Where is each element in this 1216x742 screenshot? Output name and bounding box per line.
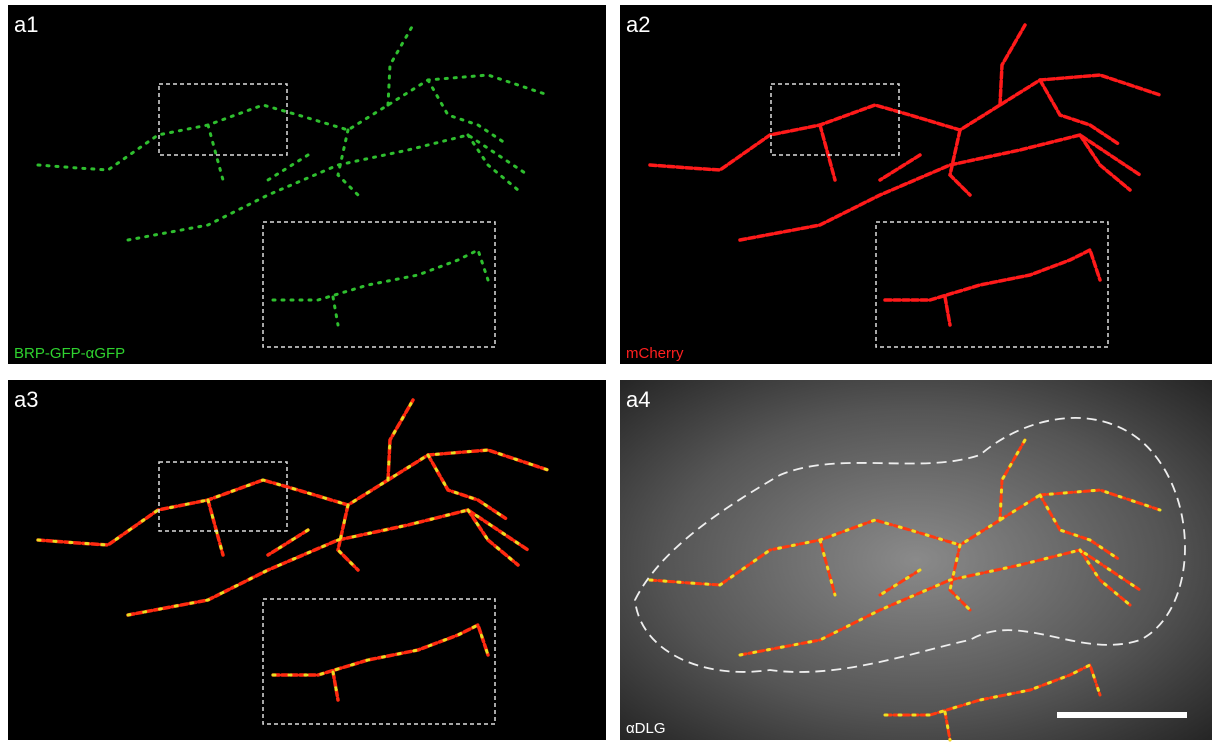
panel-a1: a1 BRP-GFP-αGFP	[8, 5, 606, 364]
panel-a4: a4 αDLG	[620, 380, 1212, 740]
channel-label: mCherry	[626, 345, 684, 362]
panel-label: a2	[626, 12, 650, 37]
channel-label: BRP-GFP-αGFP	[14, 345, 125, 362]
channel-label: αDLG	[626, 720, 666, 737]
panel-label: a1	[14, 12, 38, 37]
figure: a1 BRP-GFP-αGFP a2 mCherry a3 a4 αDLG	[0, 0, 1216, 742]
panel-background	[8, 380, 606, 740]
scale-bar	[1057, 712, 1187, 718]
panel-a2: a2 mCherry	[620, 5, 1212, 364]
panel-label: a3	[14, 387, 38, 412]
panel-background	[620, 380, 1212, 740]
panel-background	[8, 5, 606, 364]
panel-a3: a3	[8, 380, 606, 740]
panel-label: a4	[626, 387, 650, 412]
